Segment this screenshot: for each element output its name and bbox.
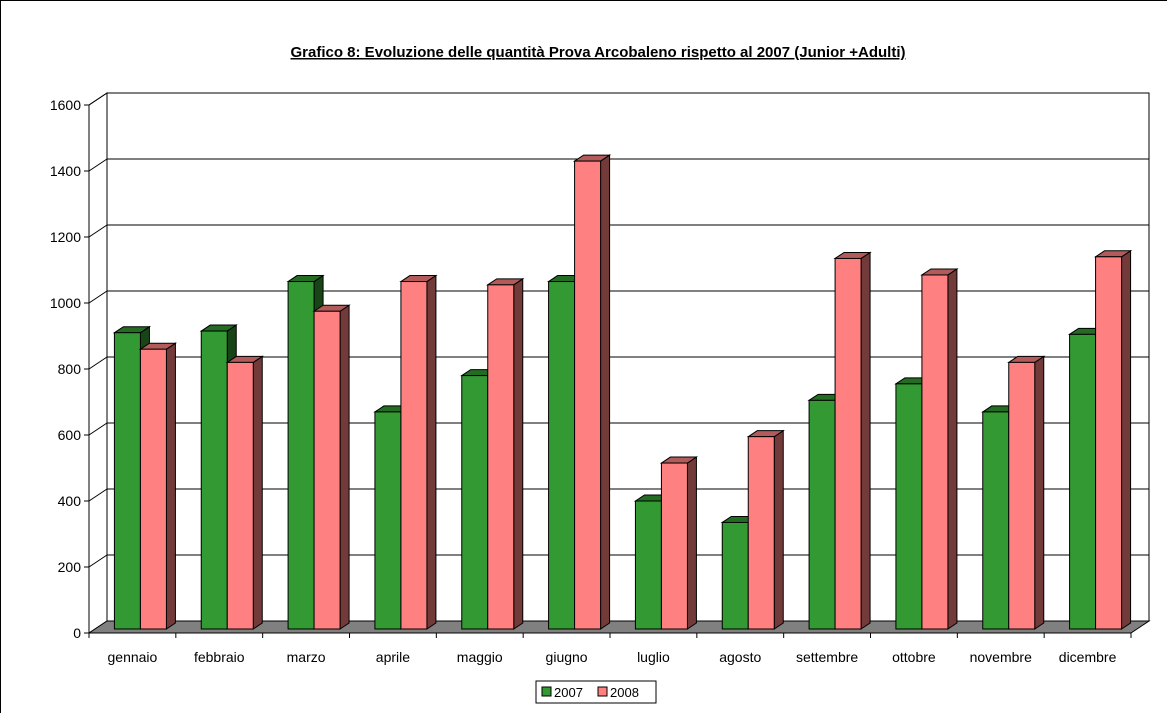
bar-side-face	[686, 456, 697, 630]
bar-front-face	[374, 411, 402, 630]
bar-2008-maggio	[486, 277, 525, 630]
bar-front-face	[226, 361, 254, 630]
legend-box	[535, 680, 657, 704]
gridline-side	[88, 290, 108, 304]
bar-side-face	[773, 429, 784, 630]
bar-front-face	[721, 521, 749, 630]
bar-2008-luglio	[659, 456, 699, 630]
bar-side-face	[947, 268, 958, 630]
y-tick-label: 0	[73, 625, 81, 641]
bar-front-face	[634, 500, 662, 630]
y-tick-label: 200	[58, 559, 82, 575]
bar-2008-aprile	[399, 274, 438, 630]
bar-front-face	[660, 462, 688, 630]
bar-side-face	[426, 274, 437, 630]
bar-front-face	[461, 375, 489, 630]
y-tick-label: 1000	[50, 295, 81, 311]
bar-side-face	[1034, 355, 1045, 630]
bar-2008-marzo	[312, 304, 351, 630]
bar-front-face	[1095, 256, 1123, 630]
bar-side-face	[513, 277, 524, 630]
bar-side-face	[860, 251, 871, 630]
bar-front-face	[287, 281, 315, 630]
bar-front-face	[921, 274, 949, 630]
bar-front-face	[548, 281, 576, 630]
bar-front-face	[808, 399, 836, 630]
legend: 2007 2008	[535, 680, 657, 704]
bar-front-face	[982, 411, 1010, 630]
bars	[112, 154, 1133, 630]
gridline-side	[88, 488, 108, 502]
axes	[84, 104, 1132, 638]
y-tick-label: 400	[58, 493, 82, 509]
bar-side-face	[1121, 249, 1132, 630]
bar-side-face	[339, 304, 350, 630]
y-tick-label: 800	[58, 361, 82, 377]
bar-side-face	[165, 342, 176, 630]
x-tick-label: marzo	[287, 649, 326, 665]
x-tick-label: ottobre	[892, 649, 936, 665]
bar-front-face	[487, 284, 515, 630]
bar-front-face	[747, 436, 775, 630]
x-tick-label: luglio	[637, 649, 670, 665]
bar-front-face	[1008, 361, 1036, 630]
bar-front-face	[574, 160, 602, 630]
bar-2008-settembre	[833, 251, 872, 630]
y-tick-label: 1400	[50, 163, 81, 179]
x-tick-label: settembre	[796, 649, 858, 665]
gridline-side	[88, 422, 108, 436]
legend-label-2008: 2008	[610, 685, 639, 700]
bar-2008-novembre	[1007, 355, 1046, 630]
x-tick-label: agosto	[719, 649, 761, 665]
bar-2008-gennaio	[138, 342, 178, 630]
x-tick-labels: gennaio febbraio marzo aprile maggio giugno lu…	[108, 649, 1117, 665]
bar-front-face	[400, 281, 428, 630]
gridline-side	[88, 158, 108, 172]
bar-front-face	[139, 348, 167, 630]
x-tick-label: dicembre	[1059, 649, 1117, 665]
chart-title: Grafico 8: Evoluzione delle quantità Pro…	[291, 44, 906, 61]
bar-2008-febbraio	[225, 355, 264, 630]
gridline-side	[88, 356, 108, 370]
x-tick-label: febbraio	[194, 649, 245, 665]
gridlines	[88, 92, 1149, 568]
gridline-side	[88, 92, 108, 106]
legend-swatch-2007	[541, 686, 552, 697]
bar-2008-ottobre	[920, 268, 959, 630]
bar-2008-dicembre	[1093, 249, 1133, 630]
bar-2008-agosto	[746, 429, 785, 630]
bar-front-face	[834, 257, 862, 630]
x-tick-label: maggio	[457, 649, 503, 665]
x-tick-label: giugno	[546, 649, 588, 665]
y-tick-label: 1200	[50, 229, 81, 245]
x-tick-label: novembre	[970, 649, 1032, 665]
bar-front-face	[313, 310, 341, 630]
y-tick-labels: 0 200 400 600 800 1000 1200 1400 1600	[50, 97, 81, 641]
legend-label-2007: 2007	[554, 685, 583, 700]
y-tick-label: 600	[58, 427, 82, 443]
bar-front-face	[113, 332, 141, 630]
x-tick-label: gennaio	[108, 649, 158, 665]
bar-front-face	[895, 383, 923, 630]
bar-side-face	[252, 355, 263, 630]
legend-swatch-2008	[597, 686, 608, 697]
bar-side-face	[600, 154, 611, 630]
gridline-side	[88, 224, 108, 238]
bar-front-face	[1069, 333, 1097, 630]
x-tick-label: aprile	[376, 649, 410, 665]
bar-front-face	[200, 330, 228, 630]
gridline-side	[88, 554, 108, 568]
bar-2008-giugno	[572, 154, 612, 630]
y-tick-label: 1600	[50, 97, 81, 113]
